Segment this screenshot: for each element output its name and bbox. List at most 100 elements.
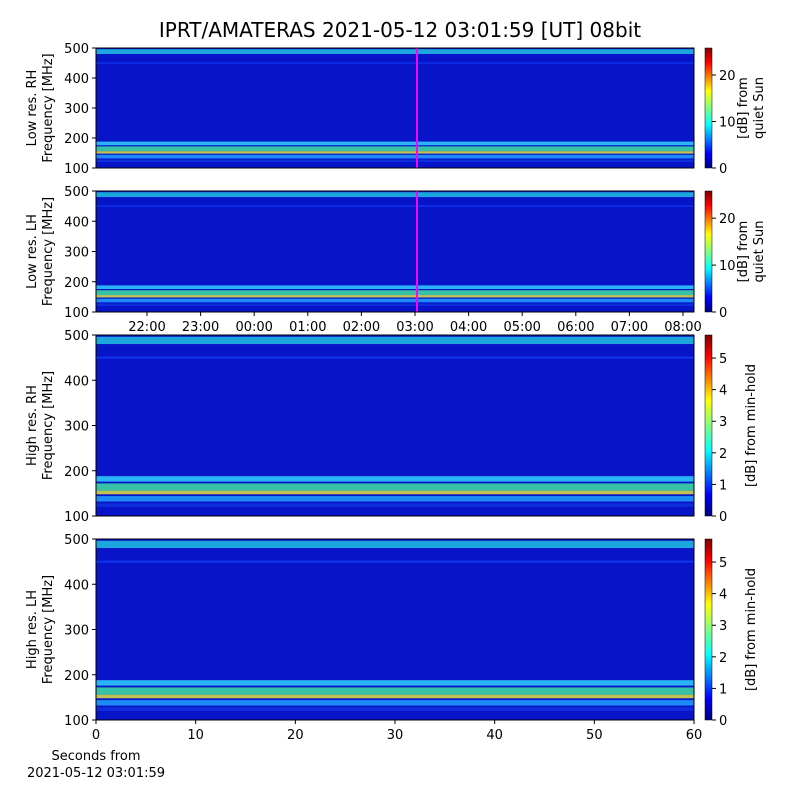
spectrogram-band xyxy=(96,540,694,549)
y-axis-label: High res. LH xyxy=(25,590,40,669)
x-tick-label: 20 xyxy=(287,728,304,743)
x-tick-label: 60 xyxy=(686,728,703,743)
spectrogram-band xyxy=(96,356,694,359)
y-axis-label: Frequency [MHz] xyxy=(41,575,56,684)
spectrogram-band xyxy=(96,295,694,298)
colorbar-tick-label: 10 xyxy=(719,259,736,274)
colorbar-tick-label: 20 xyxy=(719,69,736,84)
y-tick-label: 400 xyxy=(64,374,89,389)
spectrogram-band xyxy=(96,154,694,159)
colorbar xyxy=(704,538,713,721)
y-tick-label: 200 xyxy=(64,276,89,291)
spectrogram-band xyxy=(96,146,694,152)
colorbar-tick-label: 3 xyxy=(719,619,727,634)
x-tick-label: 03:00 xyxy=(396,320,433,335)
y-tick-label: 200 xyxy=(64,132,89,147)
spectrogram-band xyxy=(96,49,694,54)
x-tick-label: 10 xyxy=(187,728,204,743)
spectrogram-band xyxy=(96,707,694,711)
spectrogram-band xyxy=(96,503,694,507)
colorbar-label: [dB] from xyxy=(736,77,751,139)
spectrogram-band xyxy=(96,192,694,198)
spectrogram-band xyxy=(96,700,694,706)
x-tick-label: 50 xyxy=(586,728,603,743)
y-tick-label: 100 xyxy=(64,162,89,177)
y-tick-label: 100 xyxy=(64,510,89,525)
x-tick-label: 0 xyxy=(92,728,100,743)
y-tick-label: 400 xyxy=(64,72,89,87)
x-tick-label: 04:00 xyxy=(450,320,487,335)
colorbar xyxy=(704,190,713,313)
y-tick-label: 500 xyxy=(64,185,89,200)
colorbar-label: [dB] from min-hold xyxy=(744,364,759,487)
y-tick-label: 200 xyxy=(64,465,89,480)
y-tick-label: 300 xyxy=(64,624,89,639)
colorbar xyxy=(704,334,713,517)
y-tick-label: 300 xyxy=(64,246,89,261)
y-axis-label: Frequency [MHz] xyxy=(41,197,56,306)
spectrogram-band xyxy=(96,205,694,207)
x-tick-label: 01:00 xyxy=(289,320,326,335)
spectrogram-band xyxy=(96,476,694,482)
y-tick-label: 500 xyxy=(64,329,89,344)
colorbar-tick-label: 4 xyxy=(719,384,727,399)
x-tick-label: 07:00 xyxy=(611,320,648,335)
x-axis-label: Seconds from xyxy=(51,749,140,764)
y-tick-label: 400 xyxy=(64,215,89,230)
x-tick-label: 30 xyxy=(387,728,404,743)
spectrogram-band xyxy=(96,496,694,502)
colorbar-tick-label: 3 xyxy=(719,415,727,430)
colorbar-tick-label: 0 xyxy=(719,714,727,729)
colorbar-tick-label: 0 xyxy=(719,510,727,525)
y-tick-label: 200 xyxy=(64,669,89,684)
spectrogram-band xyxy=(96,62,694,64)
x-tick-label: 22:00 xyxy=(128,320,165,335)
y-axis-label: High res. RH xyxy=(25,385,40,466)
x-tick-label: 08:00 xyxy=(664,320,701,335)
colorbar-tick-label: 5 xyxy=(719,556,727,571)
colorbar-tick-label: 20 xyxy=(719,212,736,227)
colorbar-tick-label: 0 xyxy=(719,306,727,321)
colorbar-tick-label: 4 xyxy=(719,588,727,603)
colorbar-tick-label: 10 xyxy=(719,115,736,130)
y-tick-label: 100 xyxy=(64,714,89,729)
colorbar-label: quiet Sun xyxy=(752,77,767,139)
colorbar-label: quiet Sun xyxy=(752,220,767,282)
spectrogram-band xyxy=(96,483,694,491)
colorbar-tick-label: 1 xyxy=(719,682,727,697)
y-axis-label: Low res. RH xyxy=(25,70,40,147)
spectrogram-band xyxy=(96,141,694,146)
x-tick-label: 40 xyxy=(486,728,503,743)
spectrogram-band xyxy=(96,336,694,345)
y-axis-label: Frequency [MHz] xyxy=(41,53,56,162)
colorbar xyxy=(704,47,713,169)
spectrogram-band xyxy=(96,290,694,296)
spectrogram-band xyxy=(96,303,694,306)
spectrogram-band xyxy=(96,151,694,154)
spectrogram-band xyxy=(96,560,694,563)
x-tick-label: 06:00 xyxy=(557,320,594,335)
spectrogram-band xyxy=(96,298,694,303)
spectrogram-band xyxy=(96,159,694,162)
colorbar-tick-label: 0 xyxy=(719,162,727,177)
colorbar-tick-label: 2 xyxy=(719,651,727,666)
spectrogram-band xyxy=(96,687,694,695)
y-tick-label: 500 xyxy=(64,42,89,57)
colorbar-tick-label: 2 xyxy=(719,447,727,462)
figure-title: IPRT/AMATERAS 2021-05-12 03:01:59 [UT] 0… xyxy=(159,18,641,42)
spectrogram-band xyxy=(96,490,694,495)
colorbar-tick-label: 1 xyxy=(719,478,727,493)
y-tick-label: 400 xyxy=(64,578,89,593)
colorbar-tick-label: 5 xyxy=(719,352,727,367)
spectrogram-band xyxy=(96,680,694,686)
y-tick-label: 300 xyxy=(64,102,89,117)
x-axis-label: 2021-05-12 03:01:59 xyxy=(27,766,165,781)
colorbar-label: [dB] from min-hold xyxy=(744,568,759,691)
y-axis-label: Low res. LH xyxy=(25,214,40,289)
x-tick-label: 02:00 xyxy=(343,320,380,335)
colorbar-label: [dB] from xyxy=(736,221,751,283)
y-axis-label: Frequency [MHz] xyxy=(41,371,56,480)
x-tick-label: 23:00 xyxy=(182,320,219,335)
y-tick-label: 500 xyxy=(64,533,89,548)
